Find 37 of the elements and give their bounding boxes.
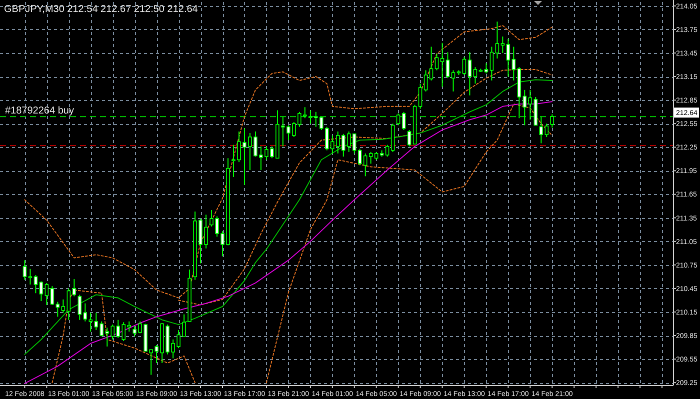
candlestick [39, 280, 44, 302]
candlestick [495, 21, 500, 60]
candlestick [72, 278, 76, 297]
candlestick [462, 56, 466, 76]
candlestick [83, 302, 88, 322]
candlestick [407, 129, 412, 147]
candlestick [522, 89, 527, 126]
candlestick [512, 46, 516, 81]
candlestick [368, 151, 373, 164]
candlestick [61, 298, 66, 314]
candlestick [385, 144, 390, 158]
candlestick [396, 112, 400, 126]
candlestick [550, 114, 554, 128]
candlestick [440, 42, 444, 88]
candlestick [446, 52, 450, 79]
chart-title: GBPJPY,M30 212.54 212.67 212.50 212.64 [4, 4, 198, 15]
candlestick [50, 286, 54, 306]
candlestick [451, 70, 456, 92]
candlestick [500, 36, 505, 54]
candlestick [22, 260, 27, 280]
candlestick [484, 62, 488, 74]
candlestick [66, 288, 71, 320]
candlestick [506, 38, 510, 78]
candlestick [490, 46, 494, 81]
candlestick [44, 282, 49, 306]
candlestick [402, 111, 406, 130]
candlestick [528, 89, 532, 120]
candlestick [434, 53, 439, 71]
candlestick [363, 152, 368, 177]
candlestick [429, 46, 434, 81]
ref-line-label: #18792264 buy [5, 106, 74, 117]
candlestick [34, 274, 38, 294]
candlestick [418, 83, 422, 110]
candlestick [78, 294, 82, 320]
candlestick [468, 52, 472, 96]
candlestick [424, 70, 428, 92]
candlestick [473, 66, 478, 84]
